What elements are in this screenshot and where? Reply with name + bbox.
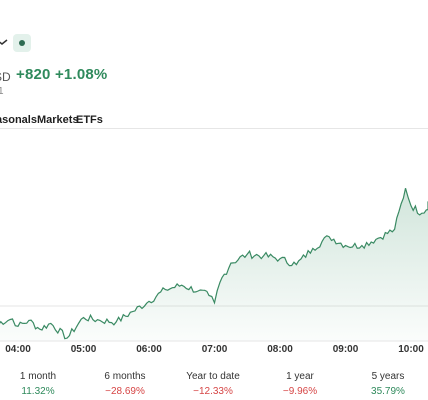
tab-seasonals[interactable]: asonals xyxy=(0,114,37,126)
perf-value: −12.33% xyxy=(193,386,233,397)
x-tick-label: 08:00 xyxy=(267,344,293,355)
perf-label: Year to date xyxy=(186,371,240,382)
x-tick-label: 07:00 xyxy=(202,344,228,355)
x-tick-label: 04:00 xyxy=(5,344,31,355)
x-tick-label: 10:00 xyxy=(398,344,424,355)
perf-6-months[interactable]: 6 months −28.69% xyxy=(89,371,161,397)
tab-etfs[interactable]: ETFs xyxy=(76,114,103,126)
chevron-down-icon[interactable] xyxy=(0,34,10,50)
x-axis-ticks: 04:00 05:00 06:00 07:00 08:00 09:00 10:00 xyxy=(5,344,424,355)
dot-icon xyxy=(19,40,25,46)
perf-label: 5 years xyxy=(371,371,405,382)
perf-label: 1 month xyxy=(19,371,57,382)
tab-markets[interactable]: Markets xyxy=(37,114,79,126)
perf-label: 6 months xyxy=(104,371,146,382)
perf-value: 11.32% xyxy=(21,386,55,397)
x-tick-label: 06:00 xyxy=(136,344,162,355)
perf-1-year[interactable]: 1 year −9.96% xyxy=(264,371,336,397)
subline-text: 1 xyxy=(0,86,4,97)
perf-value: −9.96% xyxy=(282,386,318,397)
perf-ytd[interactable]: Year to date −12.33% xyxy=(177,371,249,397)
currency-label: SD xyxy=(0,70,11,84)
perf-5-years[interactable]: 5 years 35.79% xyxy=(352,371,424,397)
perf-label: 1 year xyxy=(286,371,314,382)
price-area xyxy=(0,188,428,341)
tab-divider xyxy=(0,128,428,129)
x-tick-label: 09:00 xyxy=(333,344,359,355)
x-tick-label: 05:00 xyxy=(71,344,97,355)
performance-strip: 1 month 11.32% 6 months −28.69% Year to … xyxy=(0,371,428,399)
perf-1-month[interactable]: 1 month 11.32% xyxy=(2,371,74,397)
perf-value: −28.69% xyxy=(105,386,145,397)
price-change: +820 +1.08% xyxy=(16,66,108,83)
status-chip-button[interactable] xyxy=(13,34,31,52)
perf-value: 35.79% xyxy=(371,386,405,397)
price-line xyxy=(0,188,428,340)
price-chart[interactable]: 04:00 05:00 06:00 07:00 08:00 09:00 10:00 xyxy=(0,130,428,362)
